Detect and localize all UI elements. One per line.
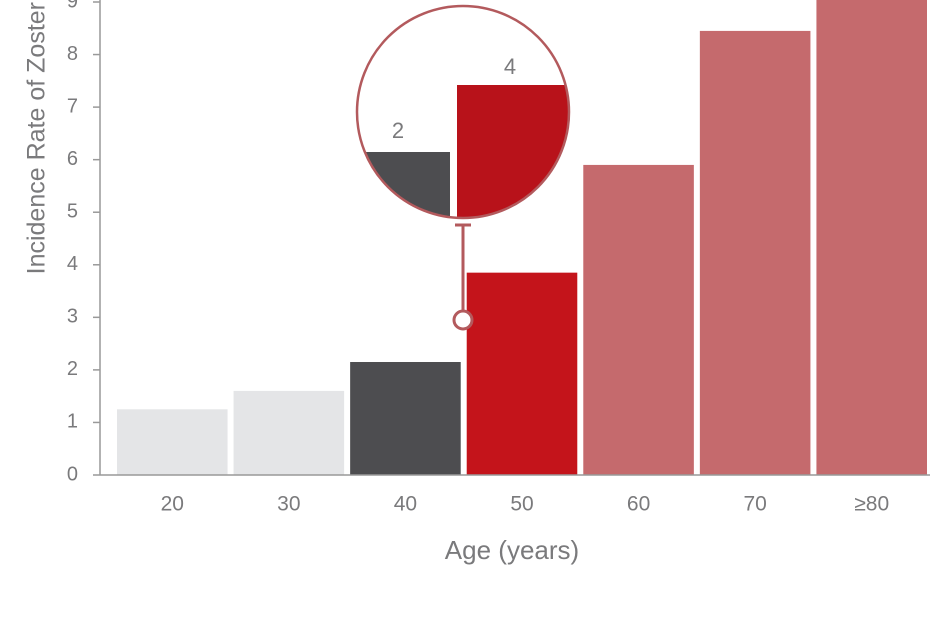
plot-area: 0 1 2 3 4 5 6 7 8 9 20 30 40 50 60 70 ≥80 <box>67 0 930 516</box>
y-tick-label: 8 <box>67 43 78 65</box>
y-axis-title: Incidence Rate of Zoster <box>23 2 51 274</box>
lens-border <box>355 4 571 220</box>
y-tick-label: 4 <box>67 253 78 275</box>
y-tick-label: 0 <box>67 463 78 485</box>
y-tick-label: 5 <box>67 201 78 223</box>
x-tick-label: 20 <box>161 493 184 516</box>
x-tick-label: ≥80 <box>854 493 889 516</box>
x-tick-label: 60 <box>627 493 650 516</box>
x-tick-label: 40 <box>394 493 417 516</box>
x-tick-label: 30 <box>277 493 300 516</box>
lens-anchor <box>452 309 474 331</box>
bar <box>233 390 345 475</box>
annotation: 2 <box>392 118 404 143</box>
bar <box>117 409 228 475</box>
annotation: 4 <box>504 54 516 79</box>
x-tick-label: 70 <box>743 493 766 516</box>
bar <box>466 272 578 475</box>
x-tick-label: 50 <box>510 493 533 516</box>
bar <box>350 362 461 475</box>
y-tick-label: 2 <box>67 358 78 380</box>
bar <box>583 164 694 475</box>
y-tick-label: 3 <box>67 306 78 328</box>
y-tick-label: 7 <box>67 95 78 117</box>
lens-bar <box>457 85 569 218</box>
bar <box>699 30 811 476</box>
lens-bar <box>365 152 450 218</box>
y-tick-label: 6 <box>67 148 78 170</box>
y-tick-label: 1 <box>67 411 78 433</box>
x-axis-title: Age (years) <box>445 535 579 565</box>
bar <box>816 0 927 475</box>
y-tick-label: 9 <box>67 0 78 12</box>
